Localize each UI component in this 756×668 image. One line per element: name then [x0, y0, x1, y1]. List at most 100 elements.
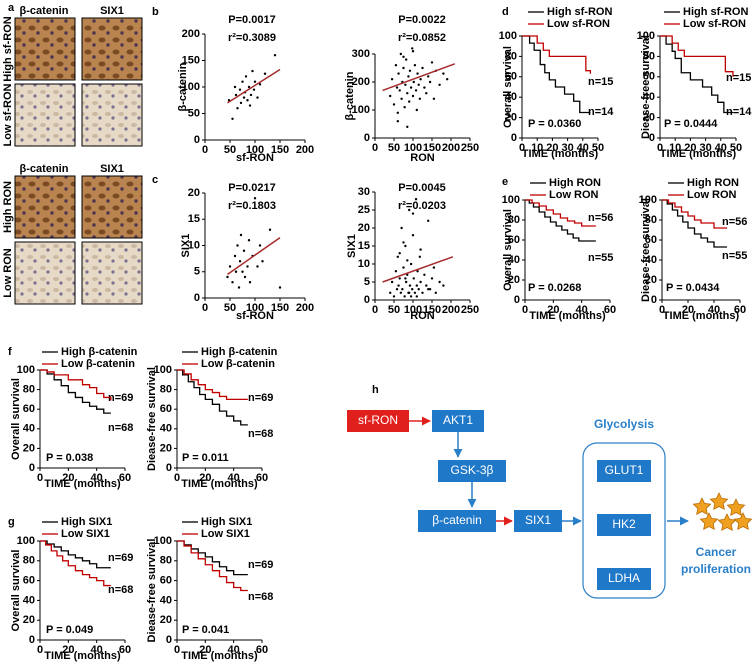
y-tick-label: 20: [160, 442, 172, 454]
scatter-point: [411, 234, 415, 237]
x-tick-label: 60: [734, 304, 746, 316]
scatter-point: [408, 284, 412, 287]
annotation: P = 0.011: [182, 452, 229, 464]
panel-label: f: [8, 346, 12, 358]
fit-line: [227, 68, 281, 104]
y-tick-label: 10: [188, 239, 200, 251]
annotation: P=0.0017: [228, 14, 275, 26]
y-tick-label: 20: [358, 222, 370, 234]
x-tick-label: 0: [202, 144, 208, 156]
y-tick-label: 100: [637, 30, 655, 42]
scatter-point: [421, 66, 424, 70]
survival-curve: [660, 35, 733, 114]
scatter-point: [417, 83, 420, 87]
x-tick-label: 20: [684, 142, 696, 154]
scatter-point: [234, 270, 238, 273]
scatter-point: [402, 241, 405, 244]
y-tick-label: 20: [508, 274, 520, 286]
x-tick-label: 20: [682, 304, 694, 316]
annotation: P = 0.041: [182, 624, 229, 636]
x-axis-label: RON: [410, 310, 435, 322]
survival-curve: [177, 369, 248, 401]
node-label: SIX1: [525, 513, 551, 527]
cancer-cells-icon: [693, 492, 752, 531]
x-tick-label: 0: [659, 304, 665, 316]
ihc-image: [81, 241, 143, 305]
scatter-point: [258, 244, 262, 247]
y-axis-label: Overall survival: [10, 378, 22, 460]
annotation: n=68: [248, 591, 273, 603]
scatter-point: [231, 117, 234, 121]
annotation: n=55: [588, 252, 613, 264]
y-tick-label: 60: [160, 403, 172, 415]
scatter-point: [418, 97, 422, 101]
scatter-point: [406, 92, 409, 95]
y-tick-label: 100: [182, 81, 200, 93]
y-tick-label: 100: [502, 194, 520, 206]
annotation: P = 0.038: [46, 452, 93, 464]
scatter-point: [409, 262, 413, 266]
x-tick-label: 150: [271, 144, 289, 156]
scatter-point: [413, 63, 417, 67]
scatter-point: [403, 295, 406, 298]
ihc-panel: β-catenin SIX1 High sf-RON Low sf-RON β-…: [2, 5, 143, 305]
legend-label: Low SIX1: [61, 528, 110, 540]
x-tick-label: 0: [174, 644, 180, 656]
x-tick-label: 20: [546, 142, 558, 154]
ihc-column-label: β-catenin: [20, 163, 69, 175]
x-tick-label: 20: [62, 472, 74, 484]
annotation: n=14: [588, 106, 614, 118]
outcome-label: proliferation: [681, 562, 751, 576]
x-tick-label: 50: [224, 302, 236, 314]
y-tick-label: 100: [17, 364, 35, 376]
scatter-point: [430, 277, 434, 280]
y-tick-label: 60: [160, 575, 172, 587]
scatter-point: [397, 284, 400, 287]
scatter-point: [263, 72, 267, 75]
y-tick-label: 0: [511, 132, 517, 144]
x-tick-label: 0: [174, 472, 180, 484]
y-tick-label: 20: [643, 112, 655, 124]
ihc-image: [14, 241, 76, 305]
scatter-point: [237, 286, 241, 289]
scatter-point: [241, 270, 244, 273]
node-label: β-catenin: [432, 513, 482, 527]
scatter-point: [406, 273, 409, 276]
scatter-point: [248, 281, 252, 284]
annotation: P=0.0022: [398, 14, 445, 26]
scatter-point: [238, 88, 242, 91]
scatter-point: [434, 291, 437, 294]
x-tick-label: 30: [699, 142, 711, 154]
x-axis-label: TIME (months): [663, 310, 740, 322]
x-tick-label: 40: [708, 304, 720, 316]
y-axis-label: Overall survival: [10, 550, 22, 632]
y-axis-label: SIX1: [180, 234, 192, 258]
node-box: [432, 410, 484, 432]
panel-label: h: [372, 384, 379, 396]
scatter-point: [249, 93, 253, 97]
scatter-point: [389, 291, 392, 294]
y-tick-label: 0: [166, 462, 172, 474]
x-tick-label: 20: [199, 644, 211, 656]
scatter-point: [416, 270, 419, 273]
x-tick-label: 50: [592, 142, 604, 154]
scatter-point: [409, 295, 413, 298]
x-tick-label: 150: [271, 302, 289, 314]
scatter-point: [427, 288, 430, 291]
annotation: n=68: [108, 422, 133, 434]
y-tick-label: 20: [645, 274, 657, 286]
scatter-point: [404, 244, 407, 248]
scatter-point: [408, 69, 412, 73]
node-box: [438, 460, 506, 482]
legend-label: High RON: [549, 177, 601, 189]
scatter-point: [242, 96, 246, 99]
ihc-column-label: SIX1: [100, 163, 124, 175]
scatter-point: [407, 75, 410, 78]
legend-label: High SIX1: [61, 516, 112, 528]
ihc-row-label: Low RON: [2, 248, 14, 298]
scatter-point: [404, 280, 408, 284]
scatter-point: [408, 208, 411, 212]
annotation: n=14: [726, 106, 752, 118]
survival-curve: [522, 35, 592, 74]
survival-curve: [525, 199, 596, 227]
